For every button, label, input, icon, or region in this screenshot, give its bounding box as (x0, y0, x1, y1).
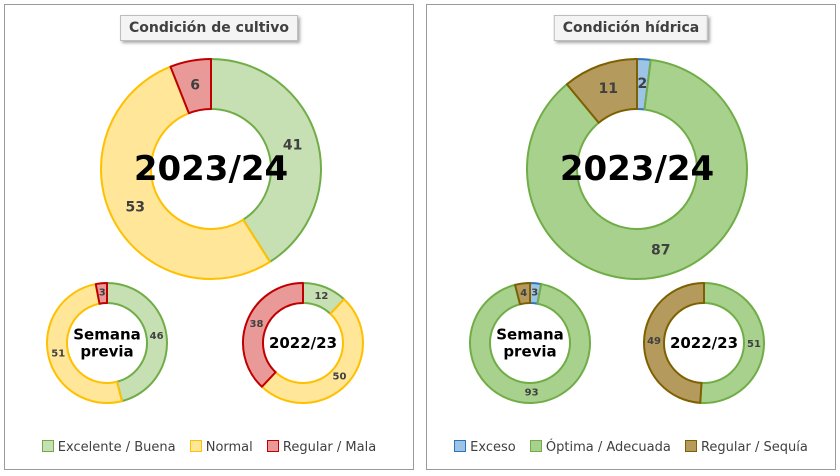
legend-label: Regular / Sequía (700, 440, 808, 455)
donut-slice (699, 282, 765, 404)
legend-label: Exceso (470, 440, 516, 455)
slice-value-label: 87 (651, 243, 670, 259)
legend-swatch (189, 440, 202, 452)
panel-title: Condición de cultivo (120, 15, 298, 41)
slice-value-label: 38 (250, 319, 264, 330)
slice-value-label: 51 (51, 348, 65, 359)
donut-center-label: 2023/24 (134, 149, 288, 189)
legend-item-regular-sequia: Regular / Sequía (684, 440, 808, 455)
legend-swatch (266, 440, 279, 452)
slice-value-label: 3 (99, 288, 106, 299)
donut-slice (100, 65, 271, 280)
legend-item-regular-mala: Regular / Mala (266, 440, 377, 455)
slice-value-label: 46 (150, 331, 164, 342)
slice-value-label: 4 (520, 288, 527, 299)
legend-swatch (529, 440, 542, 452)
legend-label: Normal (205, 440, 253, 455)
slice-value-label: 51 (747, 339, 761, 350)
legend-item-exceso: Exceso (454, 440, 516, 455)
legend: Exceso Óptima / Adecuada Regular / Sequí… (427, 440, 835, 455)
donut-slice (469, 283, 591, 404)
donut-center-label: 2022/23 (670, 334, 738, 352)
slice-value-label: 93 (525, 387, 539, 398)
slice-value-label: 3 (531, 288, 538, 299)
legend-swatch (41, 440, 54, 452)
panel-title: Condición hídrica (553, 15, 709, 41)
legend-label: Óptima / Adecuada (545, 440, 671, 455)
slice-value-label: 6 (190, 78, 200, 94)
donut-center-label: 2023/24 (560, 149, 714, 189)
slice-value-label: 2 (637, 76, 647, 92)
donut-slice (565, 58, 638, 124)
legend-label: Regular / Mala (282, 440, 377, 455)
legend-label: Excelente / Buena (57, 440, 176, 455)
legend-swatch (684, 440, 697, 452)
donut-slice (210, 58, 322, 263)
panel-condicion-cultivo: 41 53 6 2023/24 46 51 3 Semana previa 12 50 38 2022/… (4, 4, 414, 470)
slice-value-label: 53 (126, 200, 145, 216)
slice-value-label: 11 (598, 81, 617, 97)
slice-value-label: 50 (332, 372, 346, 383)
legend-swatch (454, 440, 467, 452)
panel-condicion-hidrica: 2 87 11 2023/24 3 93 4 Semana previa 51 49 2022/23 … (426, 4, 836, 470)
donut-slice (526, 58, 748, 280)
donut-center-label: 2022/23 (269, 334, 337, 352)
slice-value-label: 49 (647, 336, 661, 347)
legend-item-normal: Normal (189, 440, 253, 455)
slice-value-label: 41 (283, 137, 302, 153)
donut-slice (514, 282, 531, 306)
slice-value-label: 12 (314, 291, 328, 302)
donut-center-label: Semana (73, 325, 141, 343)
donut-slice (643, 282, 705, 404)
donut-slice (45, 283, 123, 404)
legend-item-optima-adecuada: Óptima / Adecuada (529, 440, 671, 455)
donut-center-label: Semana (496, 325, 564, 343)
donut-slice (242, 282, 304, 388)
donut-center-label: previa (503, 343, 556, 361)
legend: Excelente / Buena Normal Regular / Mala (5, 440, 413, 455)
donut-slice (169, 58, 212, 115)
donut-center-label: previa (80, 343, 133, 361)
donut-slice (260, 298, 364, 404)
donut-slice (94, 282, 108, 305)
donut-slice (106, 282, 168, 403)
legend-item-excelente-buena: Excelente / Buena (41, 440, 176, 455)
